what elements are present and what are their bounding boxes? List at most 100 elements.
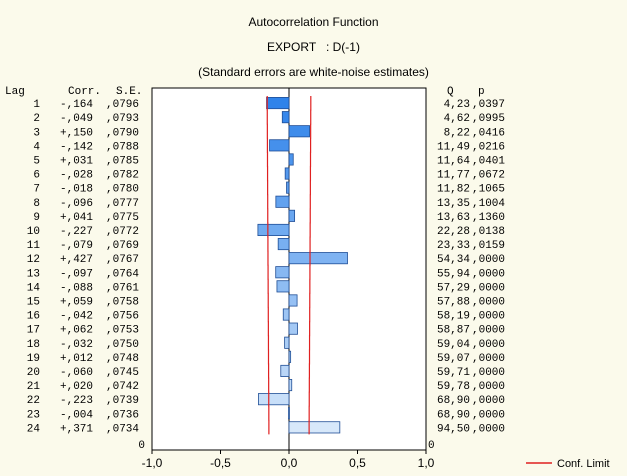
se-label: ,0785 [106,155,139,167]
q-label: 94,50 [437,423,470,435]
lag-label: 1 [33,99,40,111]
corr-label: -,032 [60,339,93,351]
se-label: ,0790 [106,127,139,139]
header-q: Q [447,86,454,98]
corr-label: -,042 [60,311,93,323]
corr-label: +,041 [60,212,93,224]
acf-bar [277,238,290,251]
chart-subtitle: EXPORT : D(-1) [267,40,360,54]
corr-label: -,223 [60,395,93,407]
q-label: 55,94 [437,268,470,280]
q-label: 59,07 [437,353,470,365]
acf-bar [257,223,290,236]
p-label: ,0995 [472,113,505,125]
p-label: ,0159 [472,240,505,252]
corr-label: +,020 [60,381,93,393]
lag-label: 14 [27,282,41,294]
p-label: ,0000 [472,409,505,421]
lag-label: 17 [27,325,40,337]
q-label: 23,33 [437,240,470,252]
p-label: ,0000 [472,254,505,266]
se-label: ,0764 [106,268,139,280]
corr-label: -,028 [60,170,93,182]
corr-label: +,031 [60,155,93,167]
se-label: ,0780 [106,184,139,196]
corr-label: -,004 [60,409,93,421]
q-label: 11,64 [437,155,470,167]
se-label: ,0734 [106,423,139,435]
se-label: ,0750 [106,339,139,351]
se-label: ,0777 [106,198,139,210]
acf-bar [275,266,290,279]
corr-label: +,371 [60,423,93,435]
lag-label: 10 [27,226,40,238]
x-tick-label: 1,0 [418,456,435,470]
q-label: 11,82 [437,184,470,196]
q-label: 59,78 [437,381,470,393]
x-tick-label: -0,5 [210,456,231,470]
q-label: 8,22 [444,127,470,139]
lag-label: 21 [27,381,41,393]
acf-bar [288,379,293,392]
p-label: ,0416 [472,127,505,139]
q-label: 68,90 [437,395,470,407]
acf-bar [288,421,341,434]
se-label: ,0772 [106,226,139,238]
se-label: ,0796 [106,99,139,111]
se-label: ,0793 [106,113,139,125]
acf-bar [269,139,290,152]
p-label: ,0216 [472,141,505,153]
p-label: ,0000 [472,325,505,337]
lag-label: 19 [27,353,40,365]
acf-bar [286,181,290,194]
q-label: 13,63 [437,212,470,224]
p-label: ,1360 [472,212,505,224]
legend-label: Conf. Limit [557,458,610,470]
lag-label: 3 [33,127,40,139]
corr-label: -,164 [60,99,93,111]
p-label: ,0000 [472,395,505,407]
q-label: 13,35 [437,198,470,210]
se-label: ,0775 [106,212,139,224]
p-label: ,0000 [472,268,505,280]
header-lag: Lag [5,86,25,98]
lag-label: 6 [33,170,40,182]
lag-label: 12 [27,254,40,266]
se-label: ,0758 [106,296,139,308]
acf-bar [288,294,298,307]
lag-label: 2 [33,113,40,125]
acf-bar [282,308,290,321]
acf-bar [288,322,298,335]
acf-bar [275,195,290,208]
p-label: ,0401 [472,155,505,167]
lag-label: 5 [33,155,40,167]
lag-label: 24 [27,423,41,435]
q-label: 54,34 [437,254,470,266]
acf-bar [288,252,348,265]
corr-label: +,059 [60,296,93,308]
x-tick-label: 0,0 [281,456,298,470]
se-label: ,0739 [106,395,139,407]
acf-bar [288,153,294,166]
p-label: ,0397 [472,99,505,111]
se-label: ,0782 [106,170,139,182]
bottom-zero-right: 0 [428,440,435,452]
lag-label: 9 [33,212,40,224]
lag-label: 4 [33,141,40,153]
x-tick-label: 0,5 [349,456,366,470]
conf-limit-upper [308,96,312,435]
q-label: 4,62 [444,113,470,125]
se-label: ,0767 [106,254,139,266]
chart-title: Autocorrelation Function [248,15,379,29]
corr-label: -,049 [60,113,93,125]
p-label: ,0000 [472,339,505,351]
p-label: ,1004 [472,198,505,210]
corr-label: -,097 [60,268,93,280]
acf-bar [266,97,290,110]
lag-label: 13 [27,268,40,280]
acf-bar [258,393,290,406]
se-label: ,0748 [106,353,139,365]
p-label: ,0000 [472,311,505,323]
corr-label: -,142 [60,141,93,153]
q-label: 11,77 [437,170,470,182]
